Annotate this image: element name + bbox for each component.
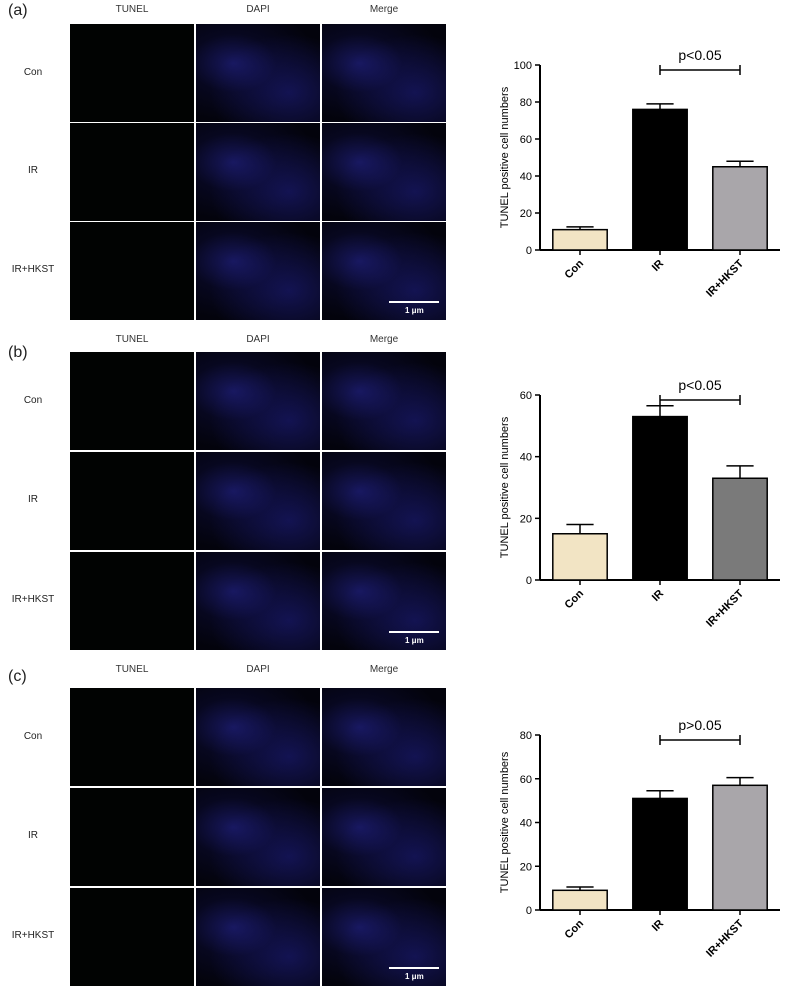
x-tick-label: IR+HKST [704,917,746,959]
panel-b: (b) TUNEL DAPI Merge Con IR IR+HKST 1 μm… [0,330,800,655]
y-tick-label: 60 [520,774,532,786]
micrograph-tunel-con [70,352,194,450]
row-label-con: Con [23,67,43,78]
column-header-merge: Merge [369,664,399,675]
y-tick-label: 40 [520,171,532,183]
micrograph-dapi-con [196,24,320,122]
y-tick-label: 20 [520,513,532,525]
bar [632,415,688,581]
micrograph-merge-con [322,352,446,450]
bar [632,797,688,911]
micrograph-merge-ir [322,452,446,550]
bar-chart-a: 0 20 40 60 80 100 TUNEL positive cell numbers C… [499,47,780,300]
x-tick-label: IR+HKST [704,257,746,299]
x-tick-label: IR+HKST [704,587,746,629]
micrograph-tunel-ir [70,123,194,221]
micrograph-tunel-ir-hkst [70,222,194,320]
bar-chart-c: 0 20 40 60 80 TUNEL positive cell numbers Con I… [499,717,780,960]
panel-a: (a) TUNEL DAPI Merge Con IR IR+HKST 1 μm… [0,0,800,325]
micrograph-merge-con [322,688,446,786]
micrograph-merge-ir-hkst: 1 μm [322,222,446,320]
row-label-ir: IR [28,165,38,176]
bar [712,166,768,251]
micrograph-merge-ir [322,123,446,221]
scale-bar [389,967,439,969]
y-tick-label: 0 [526,905,532,917]
y-tick-label: 60 [520,134,532,146]
micrograph-dapi-ir-hkst [196,888,320,986]
micrograph-dapi-ir [196,452,320,550]
column-header-merge: Merge [369,334,399,345]
micrograph-dapi-ir-hkst [196,222,320,320]
panel-label: (b) [8,344,28,361]
y-axis-label: TUNEL positive cell numbers [499,751,511,893]
scale-bar-label: 1 μm [405,972,424,981]
micrograph-tunel-con [70,688,194,786]
x-tick-label: Con [563,587,587,611]
scale-bar [389,301,439,303]
row-label-ir-hkst: IR+HKST [11,264,55,275]
y-tick-label: 60 [520,390,532,402]
significance-label: p<0.05 [678,47,721,63]
micrograph-dapi-ir [196,788,320,886]
y-tick-label: 0 [526,245,532,257]
micrograph-tunel-con [70,24,194,122]
micrograph-merge-ir-hkst: 1 μm [322,552,446,650]
bar [712,784,768,911]
micrograph-merge-ir-hkst: 1 μm [322,888,446,986]
row-label-con: Con [23,395,43,406]
row-label-ir-hkst: IR+HKST [11,594,55,605]
panel-label: (c) [8,668,27,685]
y-tick-label: 0 [526,575,532,587]
micrograph-merge-ir [322,788,446,886]
micrograph-tunel-ir-hkst [70,888,194,986]
row-label-ir-hkst: IR+HKST [11,930,55,941]
micrograph-tunel-ir [70,452,194,550]
bar [632,108,688,251]
x-tick-label: IR [650,258,666,274]
x-tick-label: Con [563,917,587,941]
micrograph-tunel-ir-hkst [70,552,194,650]
bar-chart-b: 0 20 40 60 TUNEL positive cell numbers Con IR I… [499,377,780,630]
y-tick-label: 20 [520,861,532,873]
row-label-ir: IR [28,494,38,505]
y-tick-label: 80 [520,730,532,742]
significance-label: p>0.05 [678,717,721,733]
column-header-dapi: DAPI [246,334,270,345]
y-tick-label: 40 [520,452,532,464]
panel-label: (a) [8,2,28,19]
significance-label: p<0.05 [678,377,721,393]
micrograph-merge-con [322,24,446,122]
micrograph-dapi-con [196,688,320,786]
y-tick-label: 100 [514,60,532,72]
x-tick-label: IR [650,588,666,604]
scale-bar-label: 1 μm [405,306,424,315]
y-axis-label: TUNEL positive cell numbers [499,416,511,558]
panel-c: (c) TUNEL DAPI Merge Con IR IR+HKST 1 μm… [0,660,800,986]
bar [552,533,608,581]
micrograph-dapi-ir [196,123,320,221]
column-header-tunel: TUNEL [115,334,149,345]
scale-bar [389,631,439,633]
column-header-tunel: TUNEL [115,664,149,675]
y-tick-label: 80 [520,97,532,109]
column-header-dapi: DAPI [246,664,270,675]
y-tick-label: 40 [520,818,532,830]
bar [712,477,768,581]
y-tick-label: 20 [520,208,532,220]
column-header-merge: Merge [369,4,399,15]
row-label-con: Con [23,731,43,742]
row-label-ir: IR [28,830,38,841]
y-axis-label: TUNEL positive cell numbers [499,86,511,228]
bar [552,889,608,911]
micrograph-dapi-con [196,352,320,450]
bar [552,228,608,251]
x-tick-label: Con [563,257,587,281]
x-tick-label: IR [650,918,666,934]
scale-bar-label: 1 μm [405,636,424,645]
micrograph-tunel-ir [70,788,194,886]
micrograph-dapi-ir-hkst [196,552,320,650]
column-header-dapi: DAPI [246,4,270,15]
column-header-tunel: TUNEL [115,4,149,15]
